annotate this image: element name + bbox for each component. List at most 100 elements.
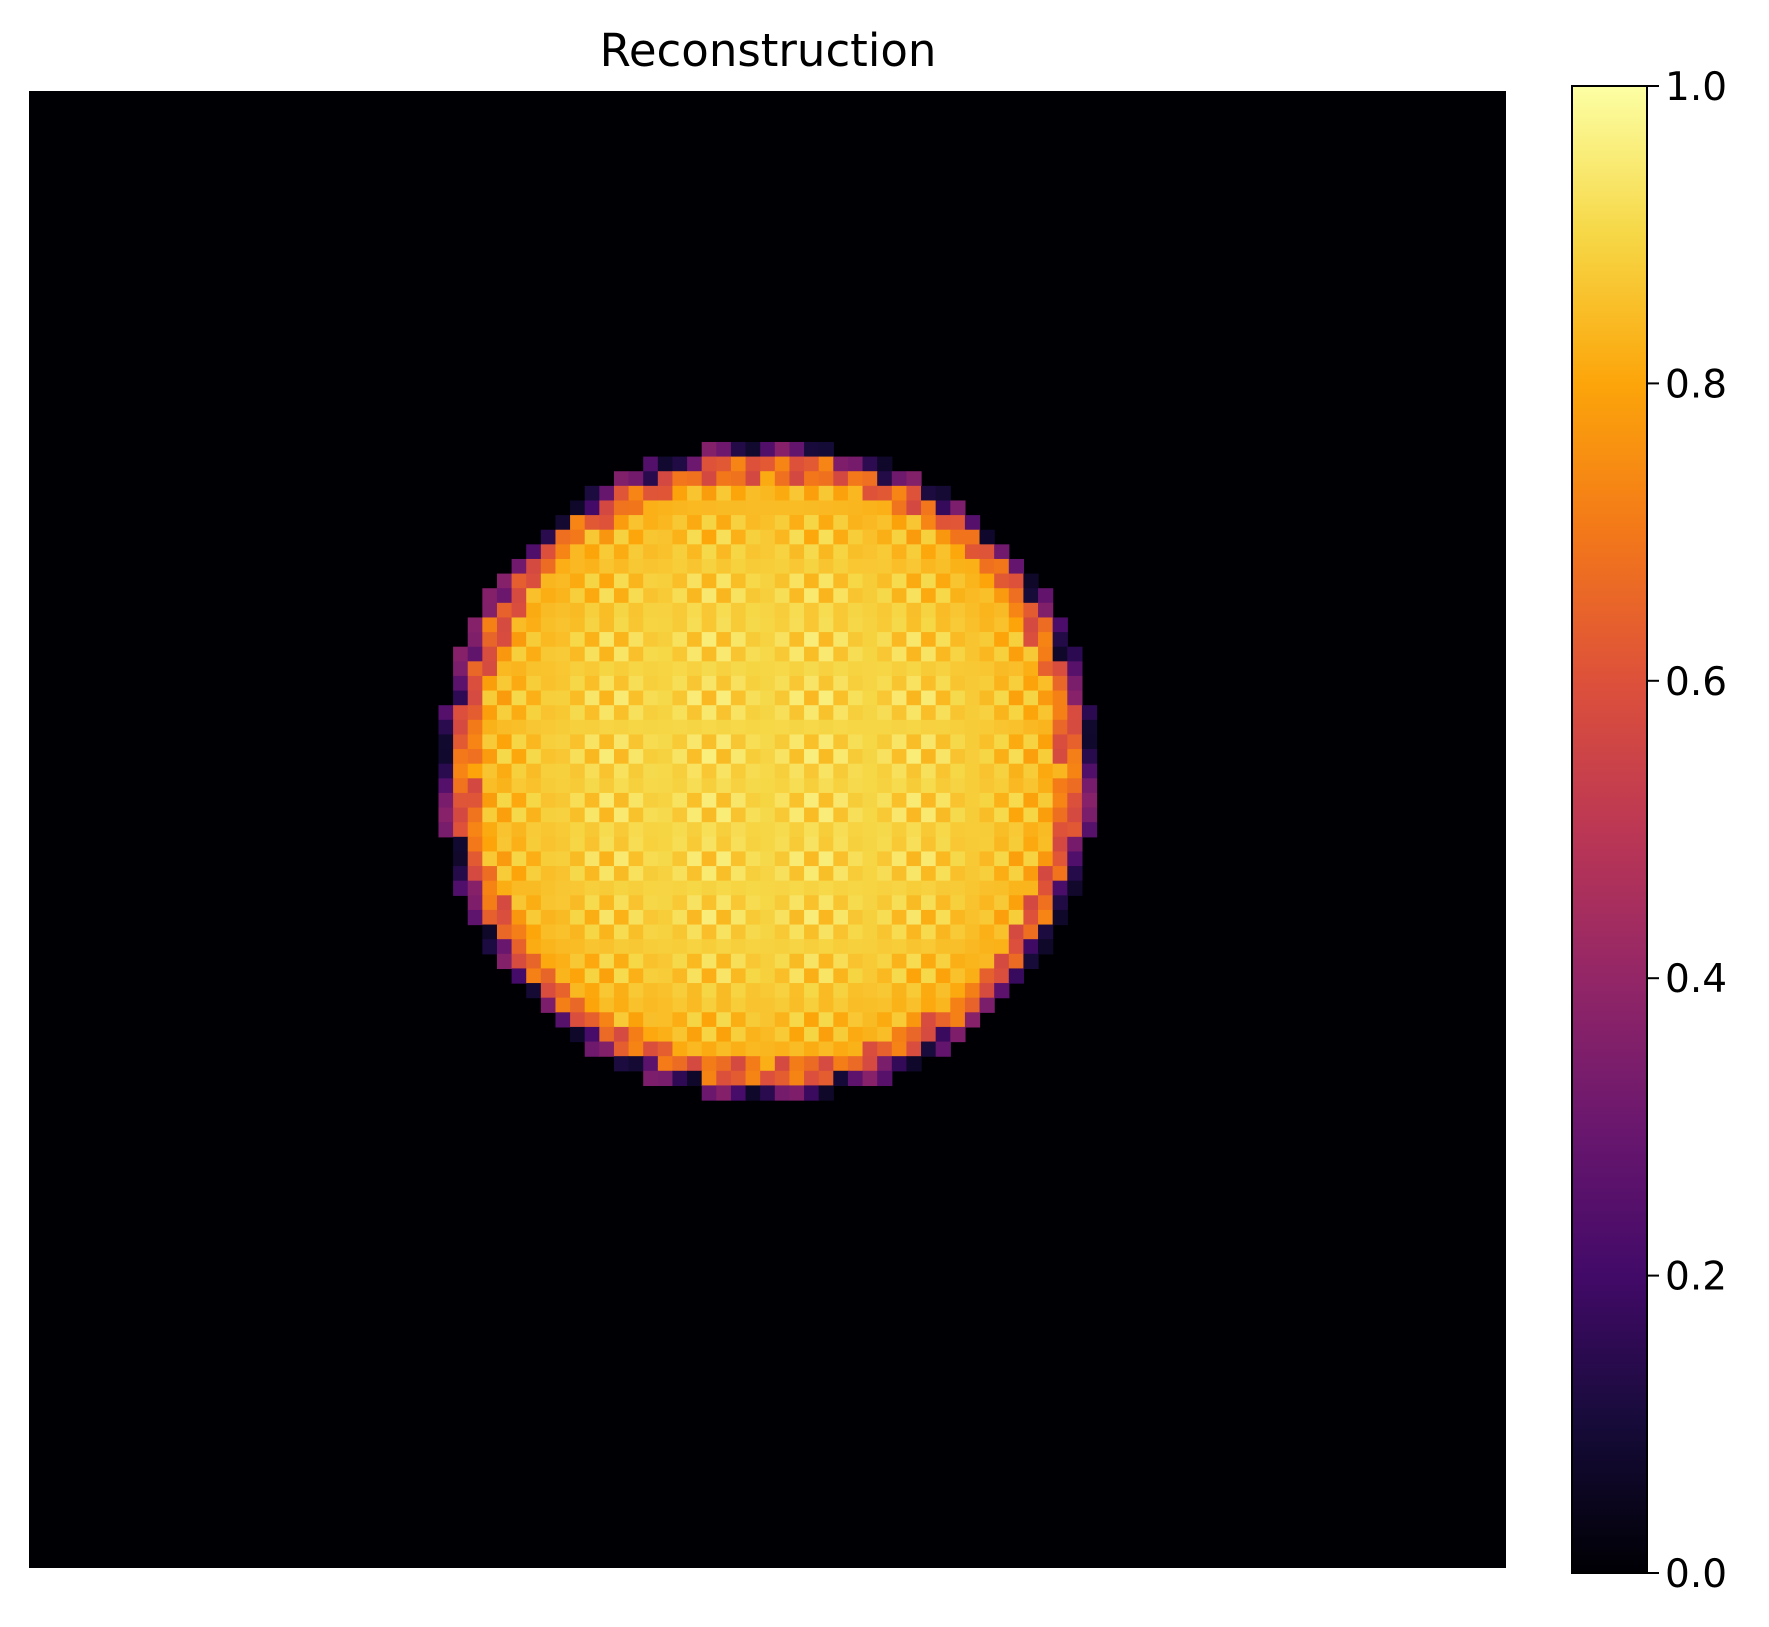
heatmap-cell (950, 500, 966, 516)
heatmap-cell (643, 705, 659, 721)
heatmap-cell (540, 719, 557, 736)
heatmap-cell (979, 909, 995, 926)
heatmap-cell (789, 661, 805, 677)
heatmap-cell (643, 632, 659, 648)
heatmap-cell (906, 763, 922, 779)
heatmap-cell (657, 661, 674, 677)
heatmap-cell (774, 807, 791, 823)
heatmap-cell (760, 1041, 776, 1057)
heatmap-cell (847, 1041, 864, 1057)
heatmap-cell (613, 646, 630, 662)
heatmap-cell (555, 997, 571, 1013)
heatmap-cell (701, 632, 717, 648)
heatmap-cell (804, 441, 820, 458)
heatmap-cell (1023, 602, 1039, 619)
heatmap-cell (891, 953, 908, 970)
heatmap-cell (643, 544, 659, 560)
heatmap-cell (789, 515, 805, 531)
heatmap-cell (701, 471, 717, 487)
heatmap-cell (745, 602, 761, 619)
heatmap-cell (555, 895, 571, 911)
heatmap-cell (760, 880, 776, 896)
heatmap-cell (672, 763, 688, 779)
heatmap-cell (877, 529, 893, 545)
heatmap-cell (672, 485, 688, 502)
heatmap-cell (730, 485, 747, 502)
heatmap-cell (687, 1041, 703, 1057)
heatmap-cell (555, 719, 571, 736)
heatmap-cell (979, 924, 995, 940)
heatmap-cell (950, 719, 966, 736)
heatmap-cell (789, 1026, 805, 1043)
heatmap-cell (511, 558, 527, 575)
heatmap-cell (555, 544, 571, 560)
heatmap-cell (1038, 792, 1054, 809)
heatmap-cell (877, 807, 893, 823)
heatmap-cell (526, 924, 542, 940)
heatmap-cell (511, 822, 527, 838)
heatmap-cell (818, 939, 834, 955)
heatmap-cell (862, 851, 878, 867)
heatmap-cell (526, 705, 542, 721)
heatmap-cell (950, 675, 966, 692)
heatmap-cell (1052, 632, 1068, 648)
heatmap-cell (964, 924, 981, 940)
heatmap-cell (760, 749, 776, 765)
heatmap-cell (760, 1085, 776, 1101)
heatmap-cell (847, 558, 864, 575)
heatmap-cell (804, 471, 820, 487)
heatmap-cell (467, 895, 483, 911)
heatmap-cell (730, 778, 747, 794)
heatmap-cell (921, 558, 937, 575)
heatmap-cell (745, 880, 761, 896)
heatmap-cell (789, 1041, 805, 1057)
heatmap-cell (1023, 588, 1039, 604)
heatmap-cell (1023, 939, 1039, 955)
heatmap-cell (730, 441, 747, 458)
heatmap-cell (657, 807, 674, 823)
heatmap-cell (877, 617, 893, 633)
heatmap-cell (716, 456, 732, 472)
heatmap-cell (862, 632, 878, 648)
heatmap-cell (643, 588, 659, 604)
heatmap-cell (774, 836, 791, 853)
heatmap-cell (613, 997, 630, 1013)
heatmap-cell (833, 1026, 849, 1043)
heatmap-cell (906, 734, 922, 750)
heatmap-cell (774, 968, 791, 984)
heatmap-cell (818, 1056, 834, 1072)
heatmap-cell (804, 646, 820, 662)
heatmap-cell (599, 924, 615, 940)
heatmap-cell (628, 1041, 644, 1057)
heatmap-cell (760, 909, 776, 926)
heatmap-cell (935, 939, 951, 955)
heatmap-cell (804, 485, 820, 502)
heatmap-cell (526, 749, 542, 765)
heatmap-cell (789, 1085, 805, 1101)
heatmap-cell (643, 646, 659, 662)
heatmap-cell (628, 500, 644, 516)
heatmap-cell (599, 792, 615, 809)
heatmap-cell (584, 792, 600, 809)
heatmap-cell (511, 792, 527, 809)
heatmap-cell (570, 895, 586, 911)
heatmap-cell (994, 953, 1010, 970)
heatmap-cell (526, 646, 542, 662)
heatmap-cell (672, 880, 688, 896)
heatmap-cell (789, 851, 805, 867)
heatmap-cell (1052, 851, 1068, 867)
heatmap-cell (1008, 719, 1025, 736)
heatmap-cell (847, 573, 864, 589)
heatmap-cell (760, 792, 776, 809)
heatmap-cell (979, 734, 995, 750)
heatmap-cell (599, 1041, 615, 1057)
heatmap-cell (657, 836, 674, 853)
heatmap-cell (570, 690, 586, 706)
heatmap-cell (613, 617, 630, 633)
heatmap-cell (774, 485, 791, 502)
heatmap-cell (760, 1026, 776, 1043)
heatmap-cell (862, 836, 878, 853)
heatmap-cell (584, 515, 600, 531)
heatmap-cell (1023, 851, 1039, 867)
heatmap-cell (570, 997, 586, 1013)
